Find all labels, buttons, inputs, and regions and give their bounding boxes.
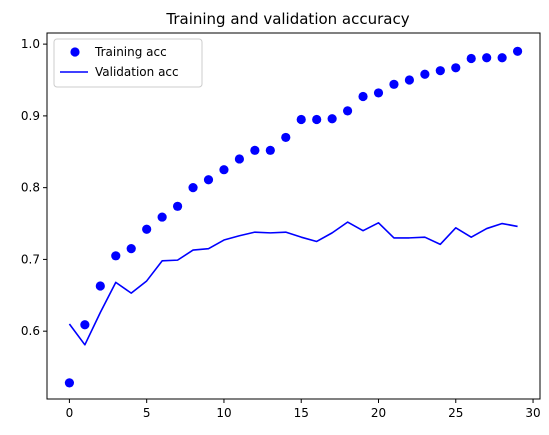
plot-area: 0 5 10 15 20 25 30 0.6 0.7 0.8 0.9 1.0: [21, 32, 541, 420]
x-tick-label: 20: [371, 406, 386, 420]
training-acc-point: [420, 69, 430, 79]
training-acc-point: [404, 75, 415, 85]
validation-acc-line: [68, 221, 518, 346]
training-acc-point: [482, 53, 492, 63]
training-acc-point: [64, 378, 75, 388]
training-acc-point: [342, 106, 353, 116]
series-layer: [64, 46, 523, 388]
y-tick-label: 0.9: [21, 109, 40, 123]
training-acc-point: [373, 88, 384, 98]
training-acc-point: [126, 244, 136, 254]
chart-title: Training and validation accuracy: [165, 10, 409, 28]
training-acc-point: [497, 53, 507, 63]
x-tick-label: 30: [525, 406, 540, 420]
training-acc-point: [296, 114, 306, 125]
x-tick-label: 10: [216, 406, 231, 420]
legend-label-validation: Validation acc: [95, 65, 179, 79]
legend: Training acc Validation acc: [53, 38, 203, 88]
training-acc-point: [512, 46, 523, 56]
training-acc-point: [203, 175, 214, 185]
training-acc-point: [142, 224, 152, 234]
legend-box: [53, 38, 203, 88]
training-acc-point: [327, 114, 337, 124]
y-tick-label: 0.8: [21, 181, 40, 195]
training-acc-point: [466, 53, 476, 64]
y-tick-label: 0.7: [21, 252, 40, 266]
training-acc-point: [389, 79, 399, 89]
training-acc-point: [312, 114, 322, 125]
x-tick-label: 15: [294, 406, 309, 420]
training-acc-point: [358, 91, 368, 102]
y-tick-label: 1.0: [21, 37, 40, 51]
training-acc-point: [80, 320, 90, 330]
training-acc-point: [111, 251, 121, 261]
training-acc-point: [435, 66, 445, 76]
training-acc-point: [95, 281, 105, 291]
y-axis: 0.6 0.7 0.8 0.9 1.0: [21, 37, 47, 338]
training-acc-point: [265, 145, 275, 155]
training-acc-point: [234, 154, 245, 164]
x-tick-label: 5: [143, 406, 151, 420]
axes-frame: [46, 32, 541, 400]
training-acc-point: [451, 63, 461, 73]
training-acc-point: [219, 165, 229, 175]
x-tick-label: 0: [66, 406, 74, 420]
legend-marker-training: [70, 47, 80, 57]
legend-label-training: Training acc: [94, 45, 167, 59]
training-acc-point: [172, 201, 183, 211]
training-acc-point: [157, 212, 167, 222]
training-acc-point: [281, 132, 291, 143]
y-tick-label: 0.6: [21, 324, 40, 338]
x-axis: 0 5 10 15 20 25 30: [66, 399, 541, 420]
training-acc-point: [188, 183, 198, 193]
x-tick-label: 25: [448, 406, 463, 420]
training-acc-point: [250, 145, 260, 155]
